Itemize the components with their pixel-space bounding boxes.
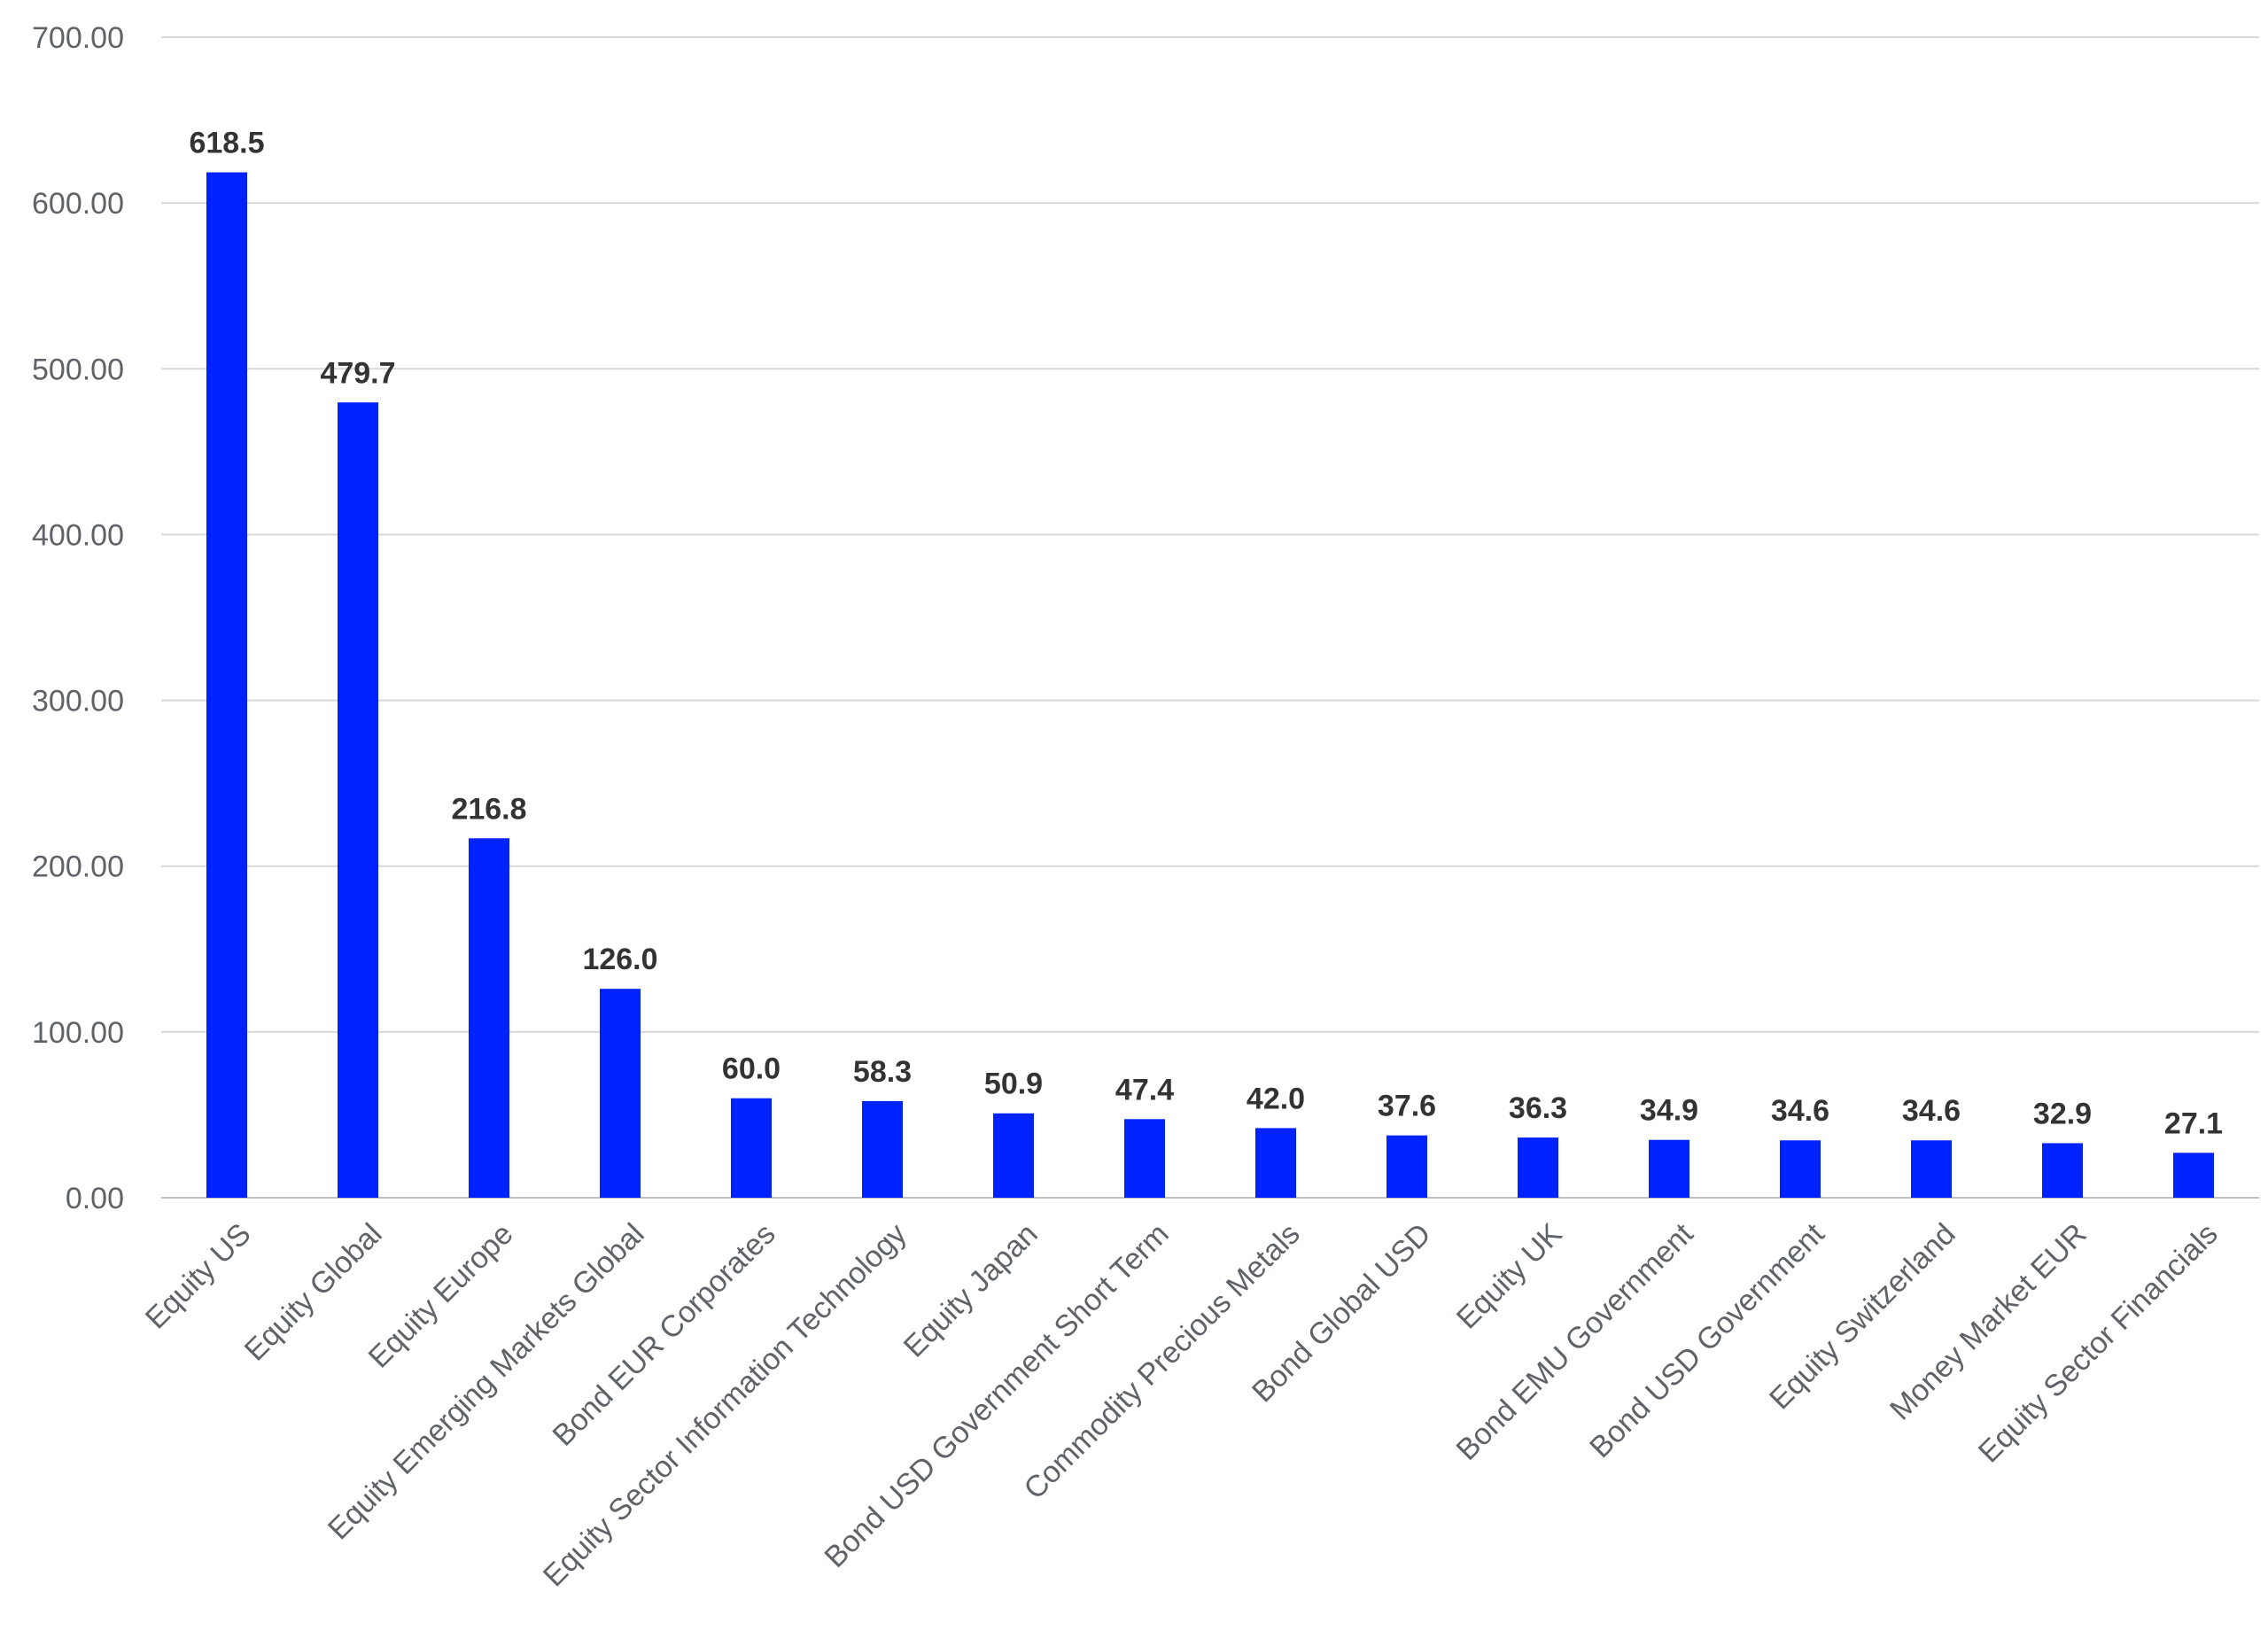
bar [1124, 1119, 1165, 1198]
y-tick-label: 700.00 [32, 21, 124, 55]
data-label: 34.6 [1902, 1094, 1961, 1128]
data-label: 50.9 [984, 1068, 1043, 1101]
x-category-label: Bond EUR Corporates [547, 1217, 782, 1453]
data-label: 479.7 [320, 356, 395, 390]
bar [1911, 1140, 1952, 1198]
bars [206, 172, 2214, 1198]
bar [1255, 1128, 1296, 1198]
x-category-label: Commodity Precious Metals [1017, 1217, 1306, 1506]
bar [731, 1098, 772, 1198]
bar [338, 402, 378, 1198]
data-labels: 618.5 479.7 216.8 126.0 60.0 58.3 50.9 47.4 42.0… [189, 127, 2223, 1141]
x-category-label: Bond EMU Government [1450, 1216, 1700, 1466]
y-tick-label: 0.00 [66, 1182, 124, 1215]
data-label: 60.0 [722, 1052, 781, 1086]
data-label: 42.0 [1247, 1082, 1305, 1115]
data-label: 37.6 [1378, 1090, 1436, 1123]
data-label: 58.3 [853, 1055, 912, 1089]
bar [600, 989, 641, 1198]
y-tick-label: 100.00 [32, 1016, 124, 1050]
bar [469, 838, 509, 1198]
y-tick-label: 600.00 [32, 187, 124, 221]
bar [1518, 1137, 1558, 1198]
y-tick-label: 500.00 [32, 353, 124, 386]
gridlines [161, 36, 2259, 1199]
data-label: 618.5 [189, 127, 264, 160]
x-category-label: Bond USD Government [1583, 1216, 1831, 1464]
y-axis-ticks: 0.00 100.00 200.00 300.00 400.00 500.00 600.00… [32, 21, 124, 1215]
y-tick-label: 400.00 [32, 518, 124, 552]
bar [2173, 1153, 2214, 1198]
bar [1649, 1139, 1689, 1198]
bar [2042, 1143, 2083, 1198]
data-label: 216.8 [451, 792, 526, 826]
bar [862, 1100, 903, 1198]
x-category-label: Equity US [139, 1217, 258, 1336]
data-label: 126.0 [582, 943, 657, 976]
x-category-label: Equity UK [1450, 1217, 1569, 1336]
data-label: 34.9 [1640, 1094, 1698, 1128]
x-category-label: Equity Sector Financials [1972, 1217, 2225, 1470]
y-tick-label: 200.00 [32, 850, 124, 884]
data-label: 36.3 [1509, 1091, 1567, 1125]
x-category-label: Equity Japan [897, 1217, 1045, 1364]
bar [206, 172, 247, 1198]
data-label: 47.4 [1115, 1073, 1174, 1106]
data-label: 34.6 [1771, 1094, 1829, 1128]
bar [993, 1113, 1034, 1198]
x-category-label: Equity Global [238, 1217, 389, 1368]
y-tick-label: 300.00 [32, 685, 124, 718]
data-label: 32.9 [2033, 1097, 2092, 1130]
data-label: 27.1 [2164, 1106, 2223, 1140]
bar [1386, 1135, 1427, 1198]
bar [1780, 1140, 1821, 1198]
